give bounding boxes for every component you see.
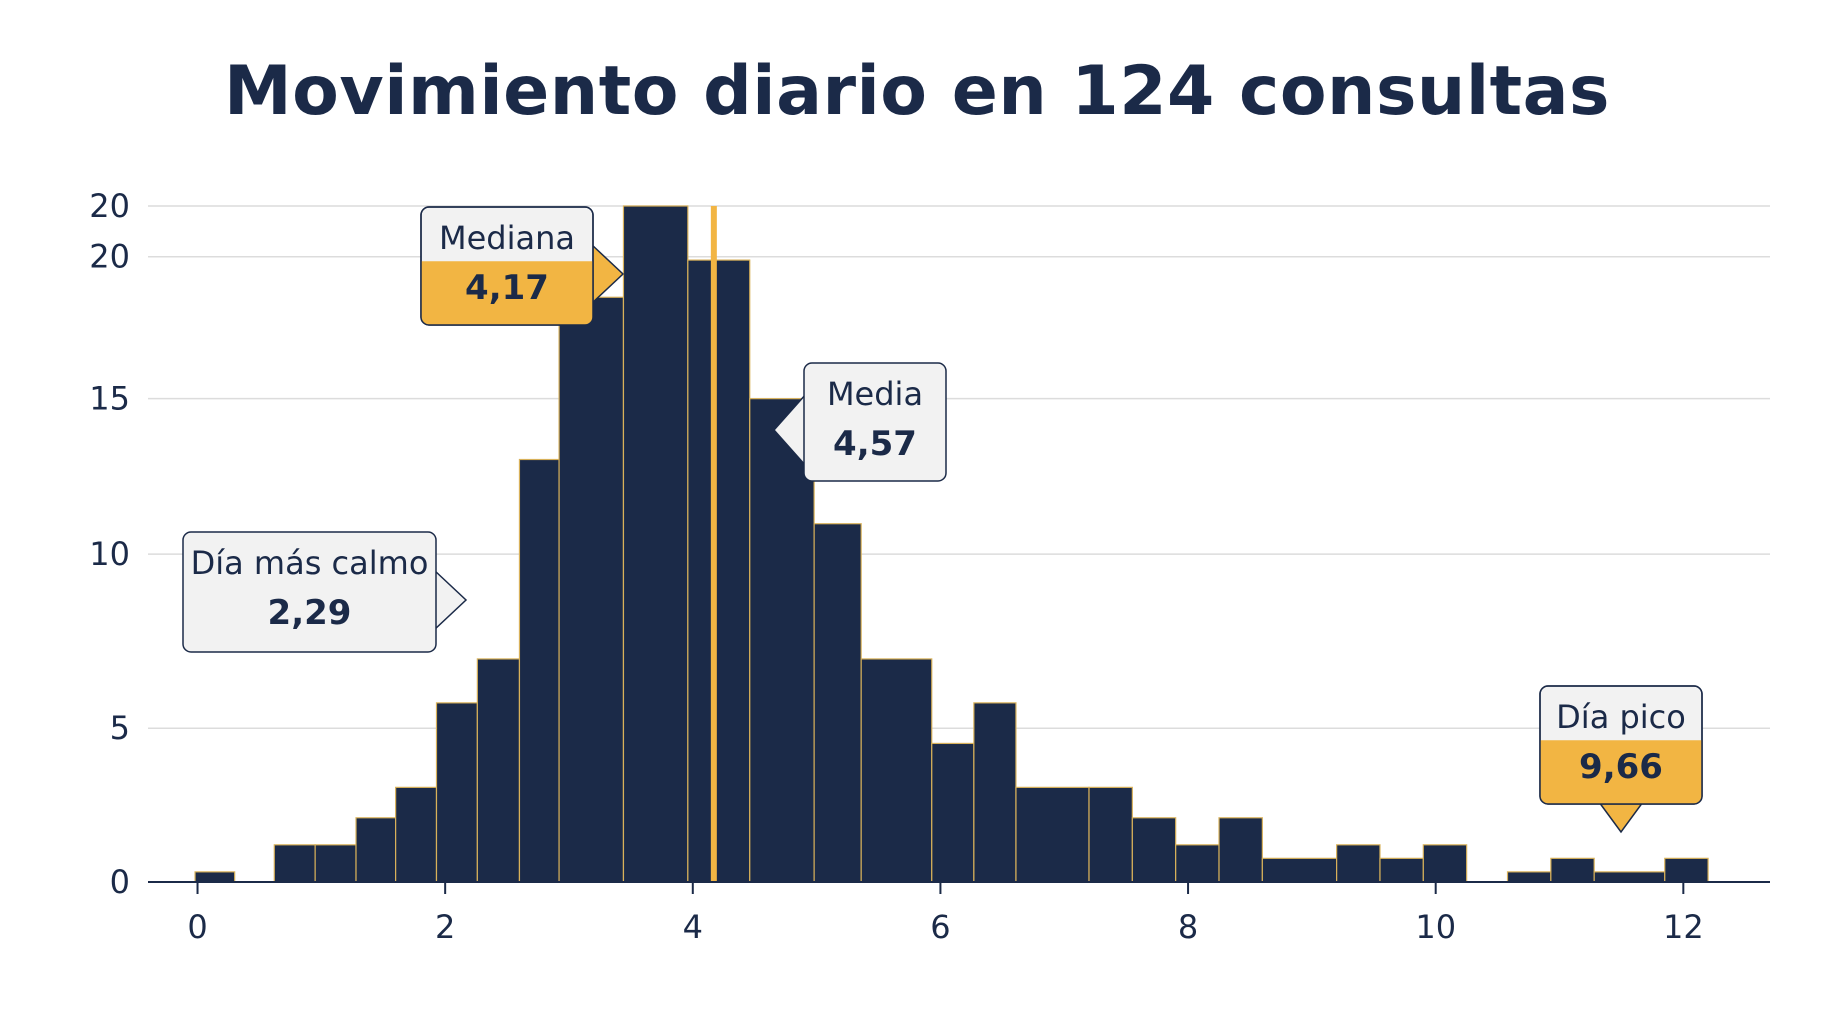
callout-border — [420, 206, 594, 326]
histogram-bar — [1015, 786, 1090, 883]
callout-value: 4,17 — [465, 268, 549, 308]
histogram-bar — [1088, 786, 1133, 883]
histogram-bar — [355, 817, 397, 883]
histogram-bar — [1131, 817, 1177, 883]
histogram-bar — [314, 844, 357, 883]
y-tick-label: 10 — [89, 535, 130, 573]
y-tick-label: 15 — [89, 380, 130, 418]
callout-value: 4,57 — [833, 424, 917, 464]
histogram-bar — [973, 702, 1017, 883]
histogram-bar — [1336, 844, 1381, 883]
x-tick-label: 10 — [1415, 908, 1456, 946]
x-axis — [148, 881, 1770, 894]
x-tick-label: 6 — [930, 908, 950, 946]
histogram-bar — [1218, 817, 1263, 883]
annotation-callout: Día pico 9,66 — [1539, 685, 1703, 834]
x-tick-label: 4 — [683, 908, 703, 946]
callout-box — [182, 531, 437, 653]
callout-value: 9,66 — [1579, 747, 1663, 787]
y-axis-ticks: 0 5 10 15 20 20 — [89, 187, 130, 901]
histogram-bar — [395, 786, 438, 883]
histogram-bar — [518, 458, 560, 883]
callout-accent — [421, 261, 593, 325]
histogram-bar — [273, 844, 316, 883]
histogram-bar — [558, 296, 625, 883]
x-tick-label: 2 — [435, 908, 455, 946]
annotation-callout: Mediana 4,17 — [420, 206, 625, 326]
y-tick-label: 0 — [110, 863, 130, 901]
histogram-bar — [1422, 844, 1468, 883]
callout-label: Mediana — [439, 219, 575, 257]
histogram-bar — [1379, 857, 1424, 883]
histogram-bar — [749, 398, 815, 883]
histogram-bar — [860, 658, 933, 883]
x-tick-label: 8 — [1178, 908, 1198, 946]
x-tick-label: 0 — [187, 908, 207, 946]
callout-label: Día pico — [1556, 698, 1686, 736]
chart-title: Movimiento diario en 124 consultas — [223, 52, 1611, 131]
histogram-bar — [194, 871, 236, 883]
callout-pointer — [1597, 801, 1645, 834]
histogram-bar — [622, 205, 689, 883]
annotation-callout: Media 4,57 — [772, 362, 947, 482]
histogram-bar — [435, 702, 478, 883]
callout-border — [1539, 685, 1703, 805]
callout-accent — [1540, 740, 1702, 804]
histogram-bar — [1550, 857, 1595, 883]
histogram-bars — [194, 205, 1709, 883]
histogram-bar — [1261, 857, 1338, 883]
y-tick-label: 20 — [89, 238, 130, 276]
histogram-bar — [931, 742, 975, 883]
histogram-bar — [813, 523, 862, 883]
callout-pointer — [590, 242, 625, 306]
histogram-bar — [1664, 857, 1709, 883]
callout-label: Día más calmo — [191, 544, 429, 582]
callout-pointer — [433, 568, 468, 632]
x-tick-label: 12 — [1663, 908, 1704, 946]
histogram-bar — [1593, 871, 1666, 883]
histogram-bar — [476, 658, 521, 883]
callout-box — [803, 362, 947, 482]
histogram-bar — [687, 259, 751, 883]
annotation-callout: Día más calmo 2,29 — [182, 531, 468, 653]
y-tick-label: 20 — [89, 187, 130, 225]
histogram-bar — [1506, 871, 1552, 883]
x-axis-ticks: 0 2 4 6 8 10 12 — [187, 908, 1703, 946]
y-tick-label: 5 — [110, 709, 130, 747]
callout-value: 2,29 — [268, 593, 352, 633]
histogram-bar — [1175, 844, 1220, 883]
callout-label: Media — [827, 375, 923, 413]
